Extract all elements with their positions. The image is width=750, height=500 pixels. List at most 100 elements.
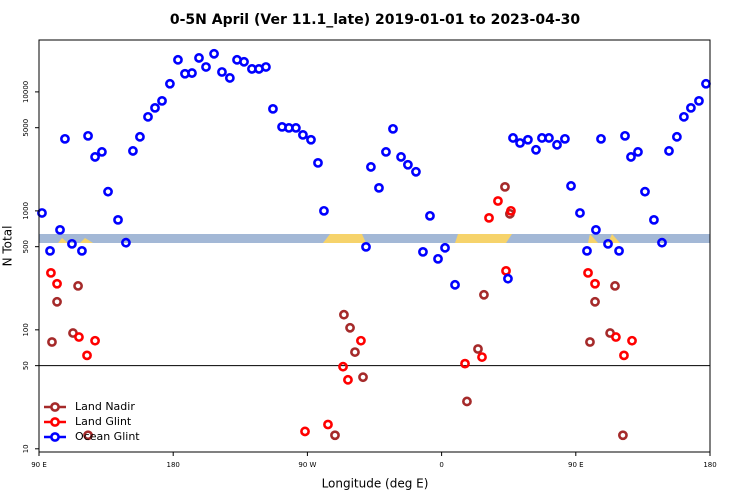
x-tick-label: 180 <box>167 461 180 469</box>
data-point <box>143 111 153 122</box>
data-point <box>194 53 204 63</box>
land-band <box>58 238 68 243</box>
y-tick-label: 1000 <box>22 202 30 220</box>
land-ocean-band <box>39 234 710 243</box>
data-point <box>358 372 368 383</box>
data-point <box>47 337 57 347</box>
data-point <box>611 332 621 342</box>
data-point <box>552 139 562 150</box>
data-point <box>618 430 628 441</box>
data-point <box>261 62 271 72</box>
data-point <box>339 309 349 320</box>
land-band <box>455 234 512 243</box>
y-tick-label: 5000 <box>22 119 30 137</box>
data-point <box>73 281 83 291</box>
data-point <box>323 419 333 430</box>
data-point <box>97 147 107 157</box>
data-point <box>77 245 87 256</box>
data-point <box>440 242 450 253</box>
data-point <box>610 281 620 291</box>
plot-area <box>37 48 711 441</box>
data-point <box>508 133 518 143</box>
legend-label: Ocean Glint <box>75 430 140 443</box>
legend-marker <box>50 402 60 412</box>
data-point <box>686 102 696 113</box>
data-point <box>361 241 371 252</box>
data-point <box>575 208 585 218</box>
data-point <box>627 335 637 346</box>
data-point <box>403 159 413 170</box>
data-point <box>150 102 160 113</box>
data-point <box>74 332 84 342</box>
data-point <box>343 374 353 385</box>
data-point <box>83 430 93 441</box>
data-point <box>560 133 570 144</box>
data-point <box>462 396 472 407</box>
data-point <box>591 224 601 235</box>
data-point <box>330 430 340 441</box>
data-point <box>657 237 667 248</box>
data-point <box>224 73 235 83</box>
data-point <box>583 267 593 278</box>
data-point <box>626 152 636 162</box>
data-point <box>52 278 62 289</box>
data-point <box>664 146 674 156</box>
data-point <box>493 196 503 206</box>
data-point <box>620 130 630 141</box>
data-point <box>52 296 62 307</box>
data-point <box>46 267 56 278</box>
legend: Land Nadir Land Glint Ocean Glint <box>44 400 140 443</box>
data-point <box>135 131 145 142</box>
y-tick-label: 10000 <box>22 81 30 103</box>
data-point <box>83 130 93 141</box>
data-point <box>418 246 428 257</box>
data-point <box>298 129 308 140</box>
data-point <box>67 238 77 249</box>
chart-title: 0-5N April (Ver 11.1_late) 2019-01-01 to… <box>170 12 581 28</box>
data-point <box>165 78 175 89</box>
data-point <box>128 146 138 156</box>
x-tick-label: 90 E <box>568 461 584 469</box>
data-point <box>596 133 606 144</box>
data-point <box>319 205 329 216</box>
x-tick-label: 90 W <box>298 461 316 469</box>
data-point <box>679 111 689 122</box>
data-point <box>477 352 487 362</box>
data-point <box>90 152 100 162</box>
data-point <box>531 144 541 155</box>
y-tick-label: 100 <box>22 323 30 336</box>
data-point <box>217 67 227 77</box>
data-point <box>388 123 398 134</box>
data-point <box>37 208 47 218</box>
data-point <box>590 278 600 289</box>
data-point <box>381 147 391 157</box>
data-point <box>619 350 629 361</box>
data-point <box>484 212 494 223</box>
data-point <box>157 95 167 106</box>
data-point <box>173 54 183 65</box>
data-point <box>82 350 92 361</box>
y-tick-label: 500 <box>22 240 30 253</box>
data-point <box>633 147 643 157</box>
legend-marker <box>50 432 60 442</box>
data-point <box>450 279 460 290</box>
x-tick-label: 180 <box>703 461 716 469</box>
data-point <box>103 186 113 197</box>
data-point <box>366 162 376 172</box>
data-point <box>113 214 123 225</box>
data-point <box>396 152 406 162</box>
data-point <box>338 361 348 372</box>
data-point <box>566 181 576 191</box>
y-tick-label: 50 <box>22 361 30 370</box>
data-point <box>649 214 659 225</box>
data-point <box>121 237 131 248</box>
data-point <box>411 166 421 177</box>
data-point <box>473 344 483 354</box>
y-tick-label: 10 <box>22 444 30 453</box>
data-point <box>523 134 533 145</box>
data-point <box>187 68 197 78</box>
legend-marker <box>50 417 60 427</box>
